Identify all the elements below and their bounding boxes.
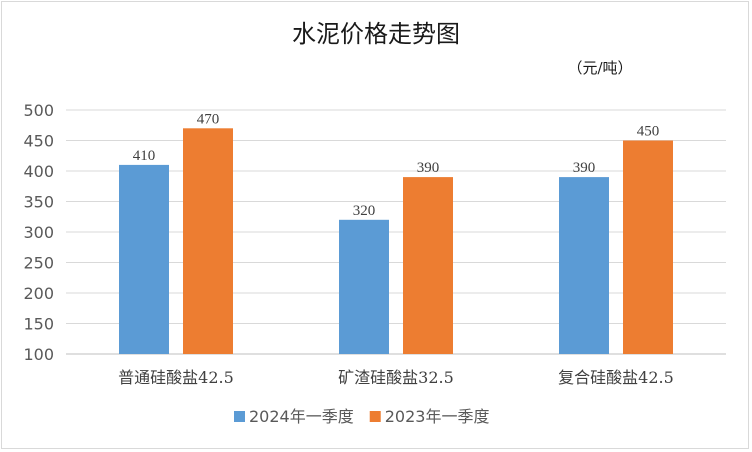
y-axis-ticks: 100 150 200 250 300 350 400 450 500 [23, 101, 54, 364]
x-tick-label: 复合硅酸盐42.5 [558, 368, 674, 387]
x-tick-label: 普通硅酸盐42.5 [118, 368, 234, 387]
data-label: 390 [417, 160, 440, 176]
bar-2-1 [183, 128, 233, 354]
y-tick-label: 450 [23, 132, 54, 151]
gridlines [66, 109, 726, 355]
y-tick-label: 200 [23, 284, 54, 303]
bar-1-2 [339, 219, 389, 354]
data-label: 320 [353, 203, 376, 219]
data-label: 390 [573, 160, 596, 176]
data-label: 470 [197, 111, 220, 127]
bars [119, 128, 673, 354]
legend-swatch-2 [369, 411, 381, 422]
x-axis-ticks: 普通硅酸盐42.5 矿渣硅酸盐32.5 复合硅酸盐42.5 [118, 368, 674, 387]
y-tick-label: 250 [23, 254, 54, 273]
y-tick-label: 300 [23, 223, 54, 242]
legend-label-2: 2023年一季度 [385, 407, 490, 426]
data-labels: 410 470 320 390 390 450 [133, 111, 660, 219]
data-label: 410 [133, 148, 156, 164]
legend: 2024年一季度 2023年一季度 [234, 407, 489, 426]
x-tick-label: 矿渣硅酸盐32.5 [338, 368, 454, 387]
bar-1-3 [559, 177, 609, 354]
y-tick-label: 150 [23, 315, 54, 334]
data-label: 450 [637, 124, 660, 140]
bar-1-1 [119, 164, 169, 354]
legend-label-1: 2024年一季度 [249, 407, 354, 426]
bar-2-2 [403, 177, 453, 354]
legend-swatch-1 [234, 411, 245, 422]
y-tick-label: 100 [23, 345, 54, 364]
y-tick-label: 350 [23, 193, 54, 212]
y-tick-label: 400 [23, 162, 54, 181]
y-tick-label: 500 [23, 101, 54, 120]
bar-2-3 [623, 140, 673, 354]
unit-label: （元/吨） [567, 59, 632, 77]
chart-title: 水泥价格走势图 [292, 20, 460, 48]
